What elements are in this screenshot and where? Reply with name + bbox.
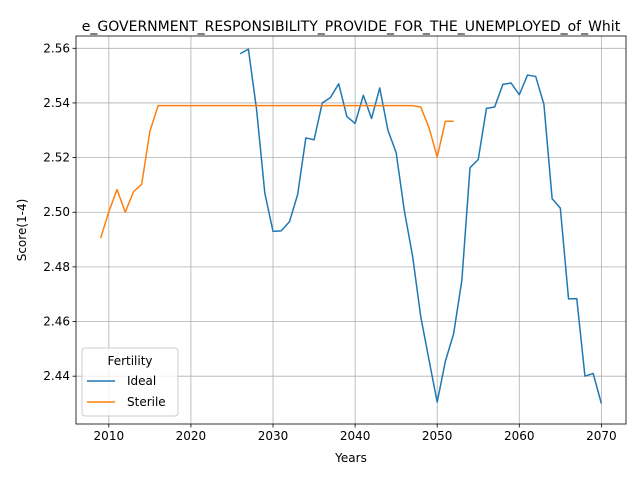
legend-label-sterile: Sterile <box>127 395 166 409</box>
legend-label-ideal: Ideal <box>127 374 156 388</box>
x-tick-label: 2030 <box>258 429 289 443</box>
y-tick-label: 2.50 <box>43 205 70 219</box>
y-tick-label: 2.54 <box>43 96 70 110</box>
legend-box <box>81 347 179 417</box>
x-tick-label: 2050 <box>422 429 453 443</box>
x-tick-label: 2020 <box>176 429 207 443</box>
legend-title: Fertility <box>107 354 152 368</box>
y-tick-label: 2.48 <box>43 260 70 274</box>
x-tick-label: 2040 <box>340 429 371 443</box>
y-axis-label: Score(1-4) <box>15 199 29 262</box>
y-tick-label: 2.46 <box>43 315 70 329</box>
plot-frame <box>75 35 627 425</box>
legend: Fertility Ideal Sterile <box>81 347 179 417</box>
chart-title: e_GOVERNMENT_RESPONSIBILITY_PROVIDE_FOR_… <box>82 19 621 35</box>
series-line-sterile <box>99 104 454 239</box>
series-lines <box>99 48 603 404</box>
x-tick-label: 2060 <box>504 429 535 443</box>
x-tick-label: 2070 <box>586 429 617 443</box>
y-tick-label: 2.44 <box>43 369 70 383</box>
y-tick-label: 2.56 <box>43 41 70 55</box>
legend-items: Ideal Sterile <box>87 374 166 409</box>
series-line-ideal <box>239 48 603 404</box>
x-axis-label: Years <box>334 451 367 465</box>
y-tick-label: 2.52 <box>43 151 70 165</box>
axis-ticks: 2010 2020 2030 2040 2050 2060 2070 2.44 2.46 2.48… <box>43 41 616 443</box>
x-tick-label: 2010 <box>94 429 125 443</box>
